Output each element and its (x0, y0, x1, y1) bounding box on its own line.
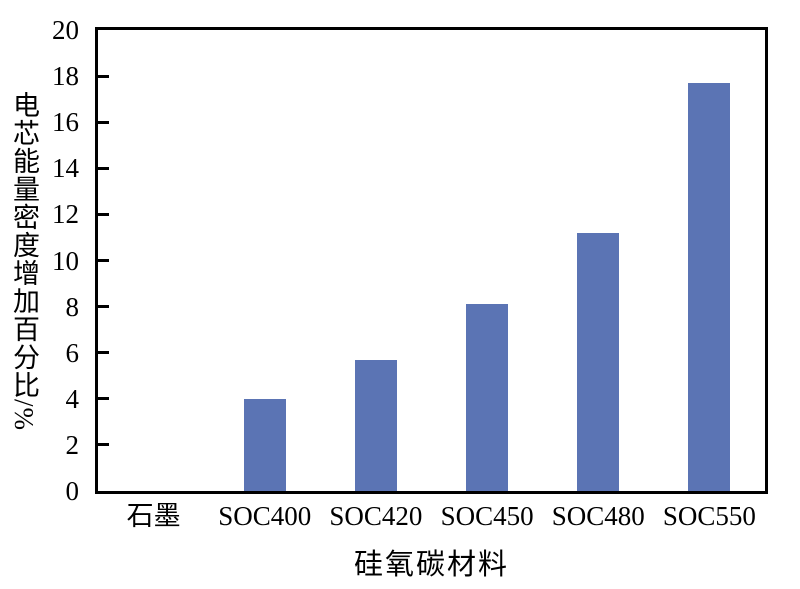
y-tick-label: 8 (65, 291, 80, 322)
y-tick-mark (98, 120, 109, 124)
y-tick-label: 16 (52, 107, 79, 138)
y-tick-mark (98, 397, 109, 401)
y-tick-mark (98, 259, 109, 262)
plot-area (95, 27, 768, 494)
x-tick-label: SOC450 (440, 501, 534, 531)
x-tick-label: SOC480 (551, 501, 645, 531)
y-tick-label: 0 (65, 476, 80, 506)
y-tick-label: 10 (52, 245, 79, 276)
y-tick-label: 6 (65, 337, 80, 368)
bar (688, 83, 731, 491)
bar (243, 398, 286, 491)
x-tick-labels: 石墨 SOC400 SOC420 SOC450 SOC480 SOC550 (98, 498, 765, 536)
x-axis-label: 硅氧碳材料 (353, 549, 509, 581)
x-tick-label: 石墨 (126, 501, 181, 531)
y-tick-label: 2 (65, 429, 80, 460)
x-tick-label: SOC400 (218, 501, 312, 531)
bar (354, 359, 397, 491)
y-tick-mark (98, 212, 109, 216)
y-tick-mark (98, 305, 109, 309)
y-tick-label: 18 (52, 61, 79, 92)
y-tick-mark (98, 74, 109, 78)
bar (466, 304, 509, 491)
y-tick-label: 14 (52, 153, 79, 184)
y-tick-labels: 0 2 4 6 8 10 12 14 16 18 20 (0, 15, 85, 506)
y-tick-label: 20 (52, 15, 79, 45)
x-tick-label: SOC550 (662, 501, 756, 531)
y-tick-label: 12 (52, 199, 79, 230)
y-tick-label: 4 (65, 383, 80, 414)
y-tick-mark (98, 443, 109, 447)
y-tick-mark (98, 351, 109, 355)
y-tick-mark (98, 166, 109, 170)
y-axis-label: 电芯能量密度增加百分比/% (9, 90, 39, 431)
x-tick-label: SOC420 (329, 501, 423, 531)
bar (577, 232, 620, 491)
